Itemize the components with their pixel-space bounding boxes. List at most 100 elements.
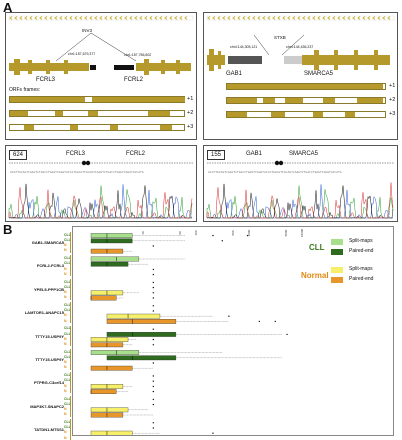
outlier-point [152,281,155,284]
box-mark [90,430,214,435]
outlier-point [152,310,155,312]
group-label: N [64,412,67,417]
outlier-point [246,234,249,237]
legend-swatch-normal-paired [331,277,343,283]
fusion-label: LAMTOR1-ANAPC15 [24,310,64,316]
group-label: CLL [64,401,71,406]
group-bracket [70,278,71,300]
gene-structure-right-svg [206,15,395,71]
group-bracket [70,395,71,417]
panel-letter-a: A [3,0,13,15]
outlier-point [152,268,155,271]
clone-number-box: 155 [207,150,226,160]
box-mark [90,233,249,238]
legend-label: Paired-end [349,248,374,254]
fusion-label: FCRL2-FCRL3 [36,263,64,269]
group-label: N [64,318,67,323]
fusion-label: TTTY15-USP9Y [35,357,64,362]
legend-title-normal: Normal [301,271,329,280]
orf-frame-bar [226,111,386,118]
orf-frame-label: +3 [187,124,194,130]
outlier-point [152,390,155,393]
breakpoint-coord-2: chr1:157,756,602 [124,53,152,57]
group-label: CLL [64,256,71,261]
axis-tick-label: 10000 [300,228,304,237]
group-label: N [64,248,67,253]
chromatogram-left: 624 FCRL3 FCRL2 ACGTTGCAGTCAAGTCTGACCTGA… [5,145,197,222]
group-label: N [64,271,67,276]
gene-structure-box-right: STXB chr4:144,305,121 chr4:144,436,237 G… [203,12,398,140]
group-label: CLL [64,261,71,266]
outlier-point [152,338,155,341]
orf-frames-title: ORFs frames: [9,87,41,93]
group-label: CLL [64,349,71,354]
group-bracket [70,255,71,277]
axis-tick-label: 500 [231,230,235,235]
gene-label-fcrl3: FCRL3 [36,77,56,83]
gene-structure-box-left: INV3 chr1:157,679,377 chr1:157,756,602 F… [5,12,197,140]
box-mark [90,261,149,267]
legend-title-cll: CLL [309,243,325,252]
outlier-point [212,234,214,237]
legend-swatch-normal-split [331,267,343,273]
group-label: N [64,313,67,318]
group-bracket [70,232,71,253]
box-mark [152,398,155,401]
outlier-point [152,344,155,346]
fusion-label: MAP3K7-SNAPC2 [30,403,64,409]
group-label: CLL [64,308,71,313]
outlier-point [152,380,155,382]
outlier-point [152,385,155,388]
orf-frame-label: +2 [389,97,396,103]
orf-frame-bar [226,97,386,104]
chromatogram-right: 155 GAB1 SMARCA5 ACGTTGCAGTCAAGTCTGACCTG… [203,145,398,222]
group-label: CLL [64,326,71,331]
axis-tick-label: 100 [194,230,198,235]
gene-label-fcrl2: FCRL2 [124,77,144,83]
sv-label: STXB [274,35,286,40]
group-bracket [70,419,71,440]
outlier-point [228,315,230,317]
box-mark [152,422,155,424]
outlier-point [212,432,214,434]
fusion-label: TTTY15-USP9Y [35,333,64,339]
axis-tick-label: 1000 [247,229,251,236]
box-mark [106,313,230,319]
group-label: N [64,290,67,294]
box-mark [90,384,155,389]
outlier-point [152,328,155,330]
orf-frame-bar [9,124,185,131]
box-mark [152,380,155,382]
outlier-point [152,362,155,364]
box-mark [106,332,288,337]
axis-tick-label: 50 [178,231,182,235]
chrom-gene-left: FCRL3 [66,151,86,157]
group-label: N [64,435,67,440]
chrom-gene-right: SMARCA5 [289,151,319,157]
group-label: N [64,243,67,248]
box-mark [106,319,276,324]
gene-label-gab1: GAB1 [226,71,243,77]
group-label: CLL [64,396,71,401]
box-mark [152,281,155,284]
box-mark [90,407,149,413]
legend-label: Split-maps [349,238,373,244]
box-mark [152,375,155,377]
boxplot-frame: 10 50 100 500 1000 5000 10000 Split-maps Paire… [72,226,394,436]
box-mark [90,290,155,296]
fusion-label: TATDN1-MTSS1 [34,427,64,433]
axis-tick-label: 5000 [284,229,288,236]
group-bracket [70,372,71,394]
breakpoint-coord-2: chr4:144,436,237 [286,45,314,49]
group-label: N [64,365,67,370]
group-label: N [64,336,67,341]
group-label: N [64,383,67,388]
gene-label-smarca5: SMARCA5 [304,71,334,77]
fusion-label: GAB1-SMARCA5 [31,240,64,245]
group-label: CLL [64,355,71,359]
outlier-point [152,292,155,294]
group-label: N [64,407,67,411]
outlier-point [258,320,261,323]
box-mark [152,427,155,429]
box-mark [152,273,155,276]
